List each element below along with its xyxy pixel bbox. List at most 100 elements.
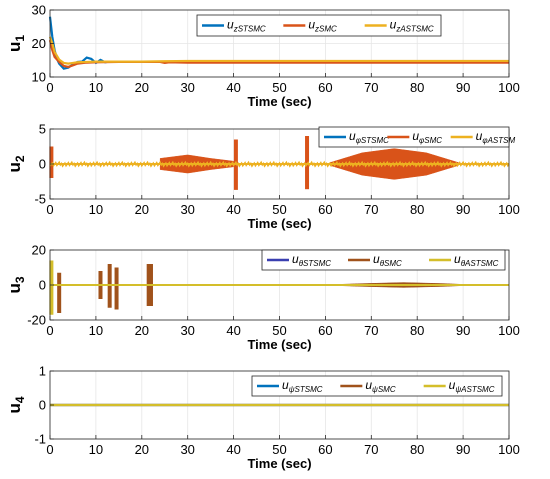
x-tick-label: 40 bbox=[226, 323, 240, 338]
legend-box bbox=[196, 14, 442, 37]
x-tick-label: 0 bbox=[46, 202, 53, 217]
x-tick-label: 50 bbox=[272, 323, 286, 338]
x-tick-label: 50 bbox=[272, 442, 286, 457]
x-tick-label: 0 bbox=[46, 323, 53, 338]
x-tick-label: 60 bbox=[318, 80, 332, 95]
x-tick-label: 90 bbox=[456, 442, 470, 457]
x-tick-label: 90 bbox=[456, 202, 470, 217]
series-3 bbox=[49, 260, 509, 315]
legend: uzSTSMC uzSMC uzASTSMC bbox=[196, 14, 442, 37]
legend-label: uψSMC bbox=[365, 378, 396, 394]
y-axis-label: u4 bbox=[5, 396, 27, 413]
legend-label: uφASTSM bbox=[476, 129, 516, 145]
x-tick-label: 30 bbox=[180, 442, 194, 457]
x-tick-label: 20 bbox=[135, 442, 149, 457]
legend: uψSTSMC uψSMC uψASTSMC bbox=[251, 375, 503, 397]
x-tick-label: 60 bbox=[318, 442, 332, 457]
y-axis-label: u1 bbox=[5, 35, 27, 52]
y-tick-label: 5 bbox=[39, 122, 46, 137]
legend-label: uθSTSMC bbox=[292, 252, 331, 268]
x-tick-label: 100 bbox=[498, 442, 520, 457]
x-tick-label: 100 bbox=[498, 323, 520, 338]
x-axis-label: Time (sec) bbox=[247, 337, 311, 352]
spike bbox=[57, 272, 62, 313]
series-line bbox=[48, 36, 509, 65]
x-tick-label: 50 bbox=[272, 80, 286, 95]
spike bbox=[49, 260, 54, 315]
y-tick-label: -20 bbox=[27, 313, 46, 328]
y-axis-label: u3 bbox=[5, 276, 27, 293]
y-tick-label: 30 bbox=[32, 3, 46, 18]
series-group bbox=[49, 136, 510, 190]
x-tick-label: 100 bbox=[498, 80, 520, 95]
x-tick-label: 30 bbox=[180, 80, 194, 95]
x-tick-label: 60 bbox=[318, 323, 332, 338]
legend-label: uzASTSMC bbox=[390, 18, 434, 34]
legend: uφSTSMC uφSMC uφASTSM bbox=[318, 126, 516, 148]
x-tick-label: 40 bbox=[226, 80, 240, 95]
x-tick-label: 10 bbox=[89, 80, 103, 95]
x-tick-label: 10 bbox=[89, 202, 103, 217]
y-tick-label: 0 bbox=[39, 398, 46, 413]
x-tick-label: 40 bbox=[226, 442, 240, 457]
x-tick-label: 40 bbox=[226, 202, 240, 217]
x-tick-label: 20 bbox=[135, 202, 149, 217]
legend-label: uθASTSMC bbox=[454, 252, 499, 268]
x-tick-label: 80 bbox=[410, 80, 424, 95]
y-tick-label: 20 bbox=[32, 36, 46, 51]
x-axis-label: Time (sec) bbox=[247, 456, 311, 471]
y-tick-label: 10 bbox=[32, 70, 46, 85]
x-tick-label: 70 bbox=[364, 442, 378, 457]
ticks: 0 10 20 30 40 50 60 70 80 90 100-101 bbox=[34, 364, 519, 458]
y-tick-label: 20 bbox=[32, 243, 46, 258]
x-tick-label: 70 bbox=[364, 80, 378, 95]
legend-label: uφSMC bbox=[412, 129, 442, 145]
x-tick-label: 90 bbox=[456, 323, 470, 338]
legend-label: uθSMC bbox=[373, 252, 402, 268]
ticks: 0 10 20 30 40 50 60 70 80 90 100-505 bbox=[34, 122, 519, 218]
x-axis-label: Time (sec) bbox=[247, 94, 311, 109]
legend-box bbox=[251, 375, 503, 397]
x-tick-label: 10 bbox=[89, 442, 103, 457]
x-tick-label: 0 bbox=[46, 442, 53, 457]
x-tick-label: 10 bbox=[89, 323, 103, 338]
x-tick-label: 70 bbox=[364, 323, 378, 338]
y-tick-label: -1 bbox=[34, 432, 46, 447]
y-tick-label: 1 bbox=[39, 364, 46, 379]
x-tick-label: 20 bbox=[135, 80, 149, 95]
x-tick-label: 80 bbox=[410, 202, 424, 217]
x-tick-label: 30 bbox=[180, 323, 194, 338]
legend-label: uψASTSMC bbox=[449, 378, 495, 394]
legend-box bbox=[261, 249, 506, 271]
legend-label: uzSMC bbox=[308, 18, 337, 34]
x-tick-label: 90 bbox=[456, 80, 470, 95]
x-tick-label: 50 bbox=[272, 202, 286, 217]
y-axis-label: u2 bbox=[5, 155, 27, 172]
series-3 bbox=[49, 160, 510, 168]
x-tick-label: 80 bbox=[410, 442, 424, 457]
x-tick-label: 80 bbox=[410, 323, 424, 338]
x-tick-label: 70 bbox=[364, 202, 378, 217]
series-group bbox=[49, 260, 509, 315]
x-tick-label: 60 bbox=[318, 202, 332, 217]
y-tick-label: -5 bbox=[34, 192, 46, 207]
legend-label: uφSTSMC bbox=[349, 129, 389, 145]
y-tick-label: 0 bbox=[39, 278, 46, 293]
spike bbox=[49, 146, 54, 178]
x-tick-label: 0 bbox=[46, 80, 53, 95]
legend-label: uψSTSMC bbox=[282, 378, 323, 394]
legend-box bbox=[318, 126, 510, 148]
x-tick-label: 30 bbox=[180, 202, 194, 217]
series-3 bbox=[48, 36, 509, 65]
x-tick-label: 20 bbox=[135, 323, 149, 338]
x-tick-label: 100 bbox=[498, 202, 520, 217]
y-tick-label: 0 bbox=[39, 157, 46, 172]
spike bbox=[305, 136, 310, 190]
